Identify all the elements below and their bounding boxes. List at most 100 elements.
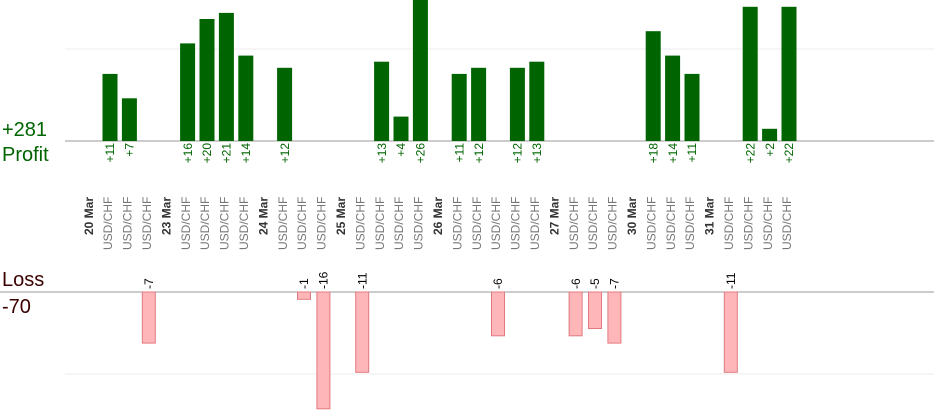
pair-label: USD/CHF <box>664 197 678 250</box>
pair-label: USD/CHF <box>276 197 290 250</box>
profit-bar <box>665 55 681 141</box>
loss-value-label: -11 <box>724 272 738 289</box>
profit-bar <box>121 98 137 141</box>
profit-value-label: +13 <box>375 143 389 164</box>
profit-value-label: +12 <box>511 143 525 164</box>
loss-value-label: -5 <box>588 278 602 289</box>
date-label: 20 Mar <box>82 197 96 235</box>
pair-label: USD/CHF <box>121 197 135 250</box>
date-label: 23 Mar <box>159 197 173 235</box>
profit-bar <box>374 61 390 142</box>
date-label: 27 Mar <box>547 197 561 235</box>
pair-label: USD/CHF <box>489 197 503 250</box>
pair-label: USD/CHF <box>606 197 620 250</box>
profit-total: +281 <box>2 119 48 141</box>
profit-bar <box>451 73 467 141</box>
profit-bar <box>277 67 293 141</box>
loss-bar <box>316 291 331 410</box>
profit-value-label: +22 <box>782 143 796 164</box>
profit-bar <box>238 55 254 141</box>
loss-value-label: -6 <box>569 278 583 289</box>
profit-bar <box>393 116 409 141</box>
profit-label: Profit <box>2 144 49 166</box>
date-label: 30 Mar <box>625 197 639 235</box>
profit-value-label: +14 <box>239 143 253 164</box>
pair-label: USD/CHF <box>567 197 581 250</box>
profit-bar <box>645 31 661 142</box>
loss-label: Loss <box>2 269 45 291</box>
loss-bar <box>141 291 156 344</box>
profit-value-label: +18 <box>646 143 660 164</box>
loss-value-label: -1 <box>297 278 311 289</box>
profit-bar <box>781 6 797 141</box>
loss-bar <box>588 291 602 329</box>
loss-value-label: -11 <box>355 272 369 289</box>
pair-label: USD/CHF <box>198 197 212 250</box>
profit-value-label: +16 <box>181 143 195 164</box>
profit-bar <box>684 73 700 141</box>
loss-value-label: -6 <box>491 278 505 289</box>
pair-label: USD/CHF <box>644 197 658 250</box>
profit-value-label: +11 <box>452 143 466 163</box>
pair-label: USD/CHF <box>761 197 775 250</box>
pair-label: USD/CHF <box>315 197 329 250</box>
pair-label: USD/CHF <box>722 197 736 250</box>
pair-label: USD/CHF <box>237 197 251 250</box>
pair-label: USD/CHF <box>179 197 193 250</box>
profit-bar <box>742 6 758 141</box>
profit-bar <box>509 67 525 141</box>
pair-label: USD/CHF <box>412 197 426 250</box>
profit-value-label: +11 <box>685 143 699 163</box>
loss-bar <box>568 291 583 337</box>
date-label: 25 Mar <box>334 197 348 235</box>
profit-bar <box>218 12 234 142</box>
profit-value-label: +11 <box>103 143 117 163</box>
profit-bar <box>762 128 778 141</box>
profit-value-label: +13 <box>530 143 544 164</box>
profit-value-label: +21 <box>220 143 234 164</box>
pair-label: USD/CHF <box>392 197 406 250</box>
profit-value-label: +12 <box>472 143 486 164</box>
pair-label: USD/CHF <box>509 197 523 250</box>
profit-bar <box>180 43 196 141</box>
pair-label: USD/CHF <box>218 197 232 250</box>
loss-value-label: -16 <box>317 271 331 289</box>
profit-value-label: +20 <box>200 143 214 164</box>
profit-value-label: +2 <box>763 143 777 157</box>
pair-label: USD/CHF <box>101 197 115 250</box>
pair-label: USD/CHF <box>586 197 600 250</box>
profit-value-label: +22 <box>743 143 757 164</box>
profit-bar <box>529 61 545 142</box>
pair-label: USD/CHF <box>450 197 464 250</box>
pair-label: USD/CHF <box>295 197 309 250</box>
loss-value-label: -7 <box>608 278 622 289</box>
pair-label: USD/CHF <box>528 197 542 250</box>
loss-bar <box>355 291 370 373</box>
pair-label: USD/CHF <box>683 197 697 250</box>
pair-label: USD/CHF <box>780 197 794 250</box>
pair-label: USD/CHF <box>373 197 387 250</box>
pair-label: USD/CHF <box>353 197 367 250</box>
loss-total: -70 <box>2 296 31 318</box>
loss-bar <box>607 291 622 344</box>
profit-bar <box>471 67 487 141</box>
profit-value-label: +14 <box>666 143 680 164</box>
pair-label: USD/CHF <box>470 197 484 250</box>
profit-bar <box>412 0 428 141</box>
profit-value-label: +12 <box>278 143 292 164</box>
loss-bar <box>723 291 738 373</box>
date-label: 31 Mar <box>703 197 717 235</box>
loss-value-label: -7 <box>142 278 156 289</box>
profit-bar <box>199 19 215 141</box>
profit-value-label: +4 <box>394 143 408 157</box>
pair-label: USD/CHF <box>140 197 154 250</box>
pair-label: USD/CHF <box>741 197 755 250</box>
profit-value-label: +26 <box>414 143 428 164</box>
profit-bar <box>102 73 118 141</box>
date-label: 24 Mar <box>256 197 270 235</box>
profit-value-label: +7 <box>123 143 137 157</box>
loss-bar <box>491 291 505 337</box>
loss-bar <box>297 291 311 300</box>
date-label: 26 Mar <box>431 197 445 235</box>
